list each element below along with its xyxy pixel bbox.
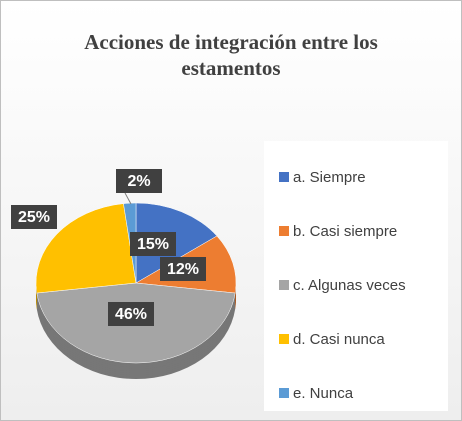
legend-label: a. Siempre — [293, 169, 366, 186]
legend-label: c. Algunas veces — [293, 277, 406, 294]
legend-label: b. Casi siempre — [293, 223, 397, 240]
legend-label: d. Casi nunca — [293, 331, 385, 348]
slice — [135, 202, 218, 284]
legend-swatch — [279, 172, 289, 182]
data-label-box — [116, 169, 162, 193]
data-label-box — [160, 257, 206, 281]
data-label-box — [108, 302, 154, 326]
data-label: 12% — [167, 261, 199, 278]
data-label: 46% — [115, 306, 147, 323]
chart-title: Acciones de integración entre los estame… — [84, 30, 378, 80]
legend-swatch — [279, 226, 289, 236]
legend-swatch — [279, 280, 289, 290]
legend-swatch — [279, 388, 289, 398]
data-label: 2% — [127, 173, 150, 190]
legend-swatch — [279, 334, 289, 344]
leader-line — [124, 192, 132, 205]
data-label-box — [11, 205, 57, 229]
data-label: 15% — [137, 236, 169, 253]
legend-box — [264, 141, 448, 411]
slice — [123, 202, 137, 284]
slice — [35, 203, 137, 294]
legend-label: e. Nunca — [293, 385, 354, 402]
data-label: 25% — [18, 209, 50, 226]
data-label-box — [130, 232, 176, 256]
